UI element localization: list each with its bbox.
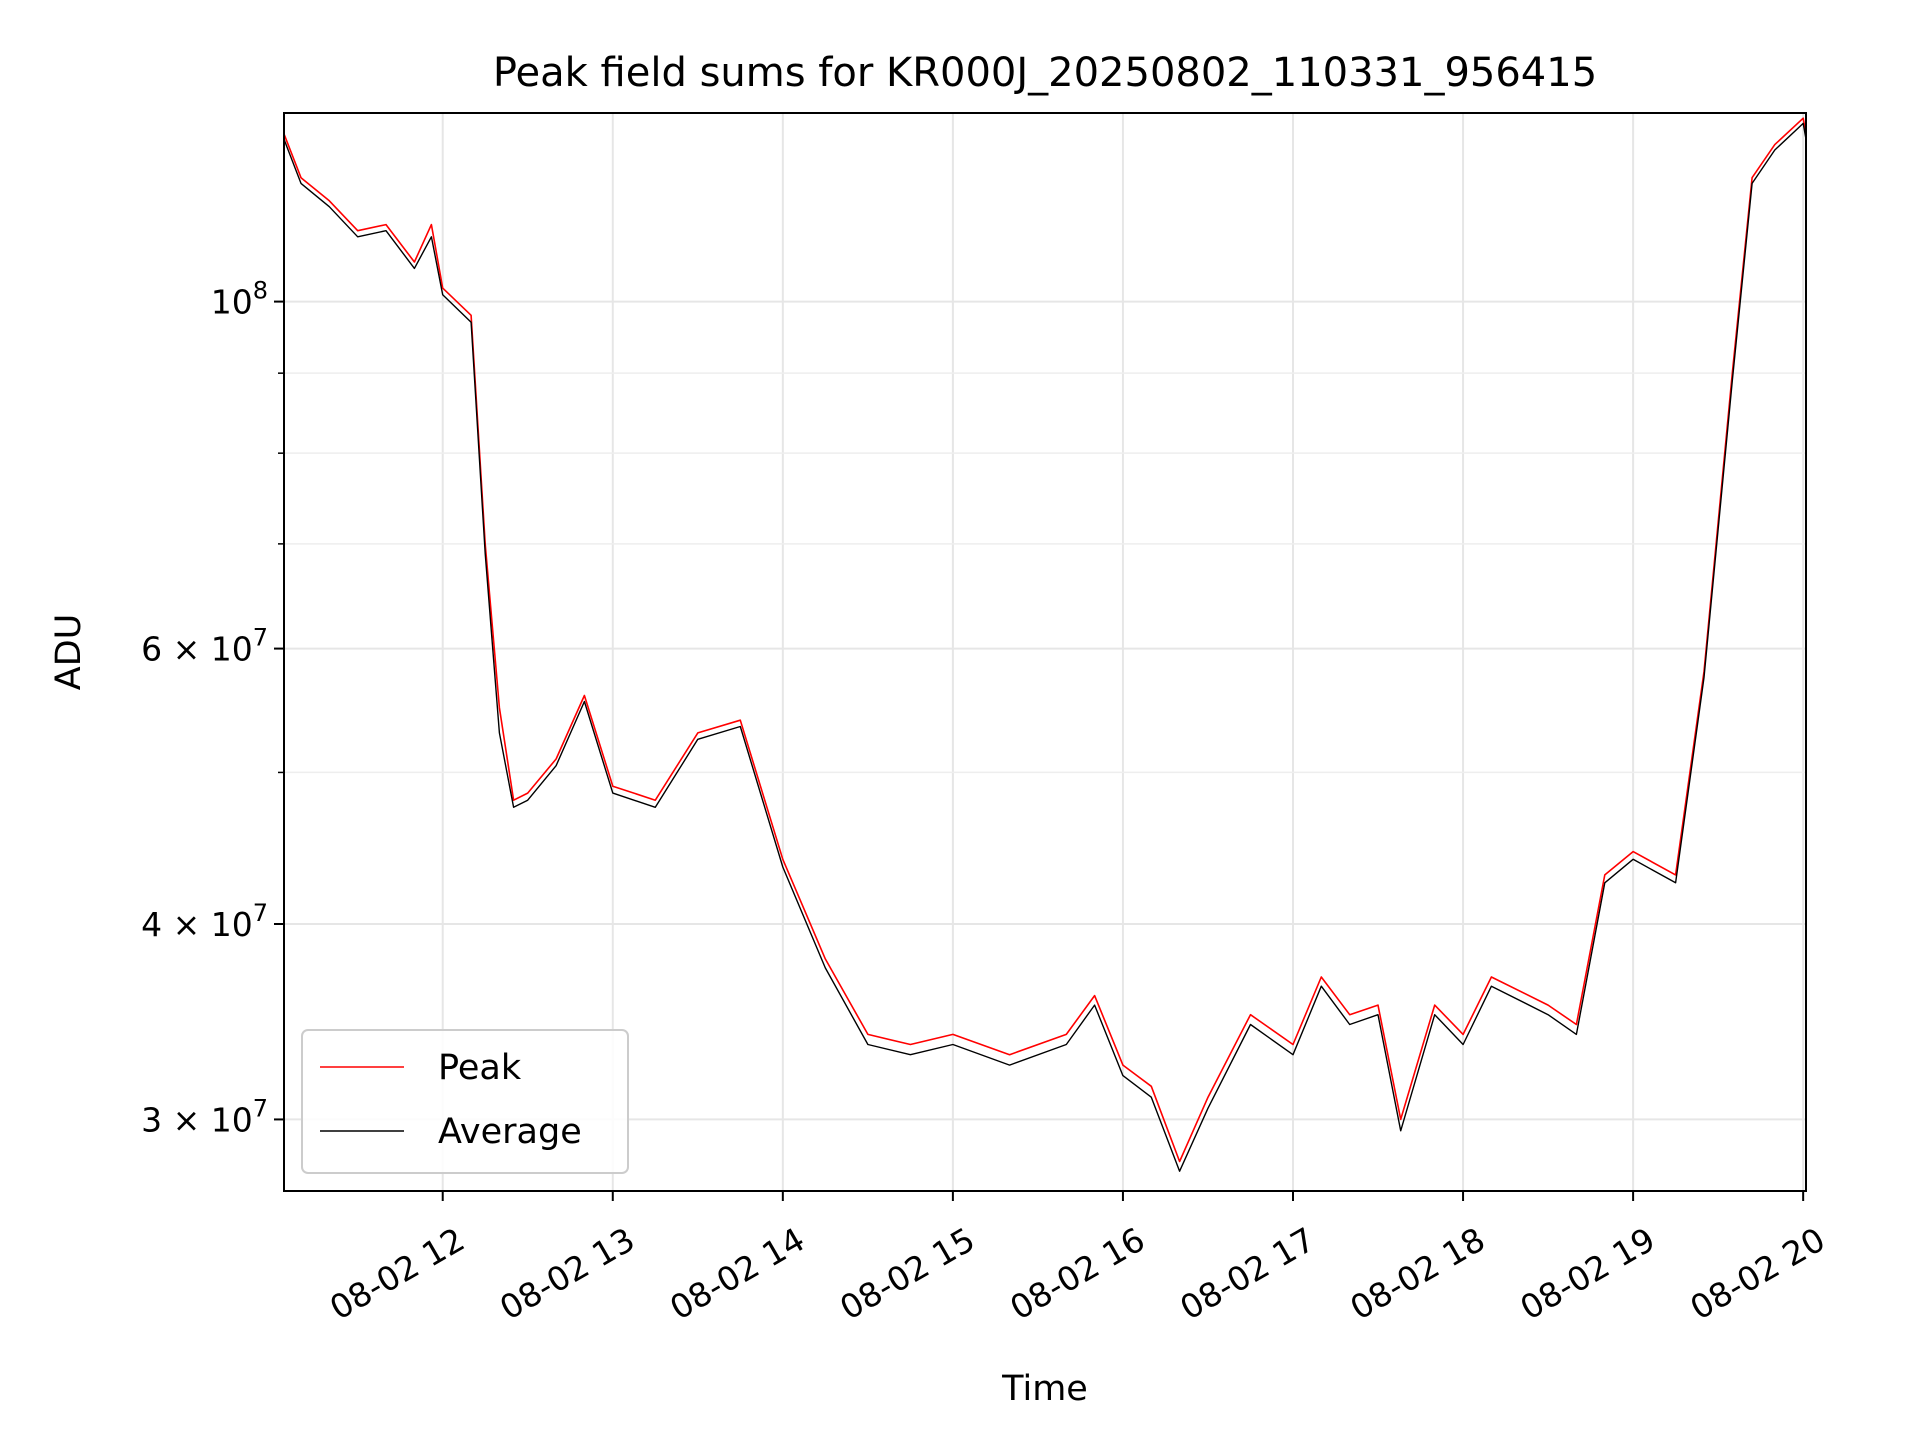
y-tick-label: 6 × 107 <box>141 624 268 669</box>
y-tick-label: 4 × 107 <box>141 899 268 944</box>
plot-frame <box>283 112 1807 1192</box>
y-tick-exponent: 8 <box>253 277 268 305</box>
legend-label-average: Average <box>438 1112 582 1152</box>
x-axis-label: Time <box>1001 1369 1088 1409</box>
y-tick-multiplier: 6 × <box>141 630 211 669</box>
series-layer <box>283 117 1807 1172</box>
chart-title: Peak field sums for KR000J_20250802_1103… <box>493 50 1597 96</box>
y-tick-multiplier: 4 × <box>141 905 211 944</box>
y-tick-exponent: 7 <box>253 899 268 927</box>
y-tick-base: 10 <box>211 630 253 669</box>
legend-label-peak: Peak <box>438 1048 522 1088</box>
y-tick-multiplier: 3 × <box>141 1100 211 1139</box>
y-tick-exponent: 7 <box>253 624 268 652</box>
y-tick-exponent: 7 <box>253 1094 268 1122</box>
grid <box>284 113 1806 1191</box>
series-line-average <box>283 122 1807 1172</box>
y-tick-base: 10 <box>211 905 253 944</box>
y-axis-label: ADU <box>49 614 89 691</box>
y-tick-base: 10 <box>211 1100 253 1139</box>
y-tick-base: 10 <box>211 283 253 322</box>
y-tick-label: 108 <box>211 277 268 322</box>
legend-box <box>301 1029 629 1174</box>
y-tick-label: 3 × 107 <box>141 1094 268 1139</box>
legend: Peak Average <box>301 1029 629 1174</box>
